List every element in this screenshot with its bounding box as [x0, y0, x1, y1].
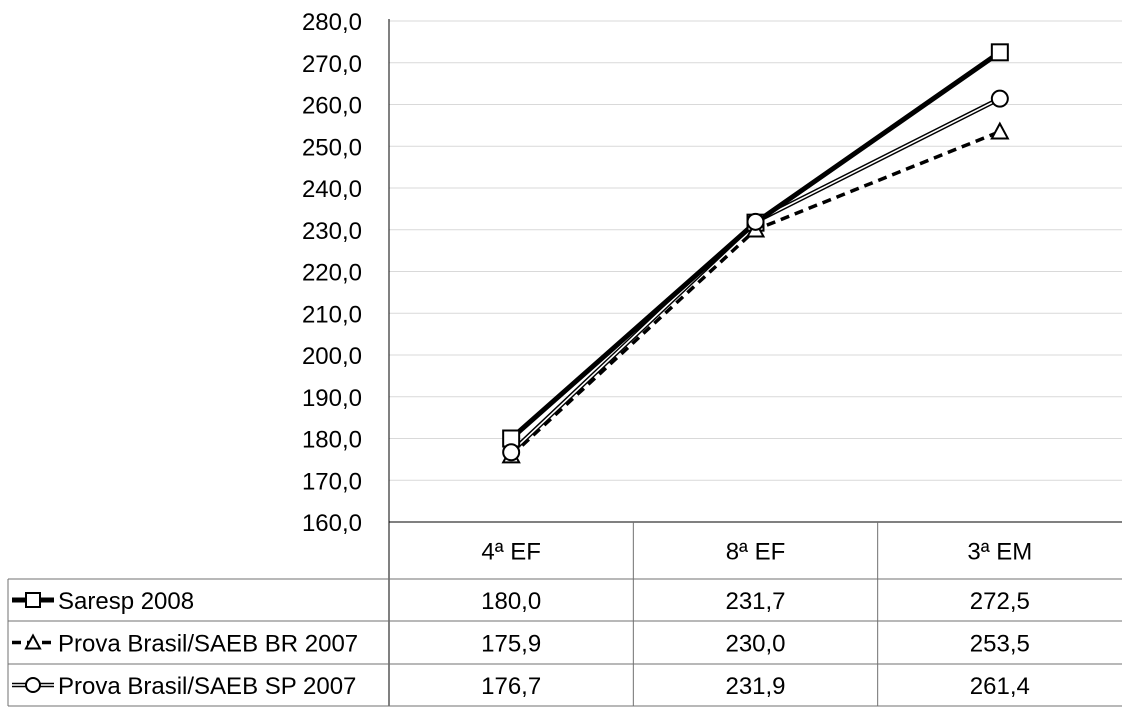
series-line-triangle	[509, 130, 1001, 457]
data-label: 261,4	[970, 673, 1030, 700]
category-label: 4ª EF	[481, 539, 541, 566]
legend-key-marker	[25, 592, 41, 608]
gridlines	[389, 20, 1122, 481]
legend-key-square	[12, 592, 54, 608]
category-label: 8ª EF	[726, 539, 786, 566]
series-name: Saresp 2008	[58, 588, 194, 615]
legend-key-triangle	[12, 633, 54, 650]
series-name: Prova Brasil/SAEB BR 2007	[58, 631, 358, 658]
y-tick-label: 220,0	[302, 260, 362, 287]
y-tick-label: 240,0	[302, 176, 362, 203]
data-point-circle	[990, 89, 1009, 108]
y-tick-labels: 160,0 170,0 180,0 190,0 200,0 210,0 220,0 230,0…	[302, 9, 362, 537]
axes	[388, 19, 1122, 706]
legend-key-marker	[25, 677, 41, 693]
y-tick-label: 270,0	[302, 51, 362, 78]
y-tick-label: 230,0	[302, 218, 362, 245]
y-tick-label: 260,0	[302, 93, 362, 120]
data-point-triangle	[990, 121, 1010, 140]
data-label: 253,5	[970, 631, 1030, 658]
data-table: 4ª EF 8ª EF 3ª EM Saresp 2008 180,0 231,7 272,…	[7, 522, 1122, 707]
data-label: 231,9	[725, 673, 785, 700]
data-label: 231,7	[725, 588, 785, 615]
y-tick-label: 190,0	[302, 385, 362, 412]
category-label: 3ª EM	[967, 539, 1032, 566]
y-tick-label: 180,0	[302, 427, 362, 454]
data-label: 180,0	[481, 588, 541, 615]
data-label: 176,7	[481, 673, 541, 700]
data-label: 230,0	[725, 631, 785, 658]
legend-key-marker	[24, 633, 42, 650]
legend-key-circle	[12, 677, 54, 693]
series-line-circle	[509, 96, 1001, 454]
data-point-circle	[746, 212, 765, 231]
series-name: Prova Brasil/SAEB SP 2007	[58, 673, 356, 700]
data-point-square	[990, 43, 1009, 62]
y-tick-label: 200,0	[302, 343, 362, 370]
series-lines	[501, 43, 1010, 464]
data-label: 175,9	[481, 631, 541, 658]
y-tick-label: 210,0	[302, 301, 362, 328]
data-label: 272,5	[970, 588, 1030, 615]
y-tick-label: 160,0	[302, 510, 362, 537]
y-tick-label: 250,0	[302, 134, 362, 161]
y-tick-label: 170,0	[302, 468, 362, 495]
y-tick-label: 280,0	[302, 9, 362, 36]
data-point-circle	[502, 443, 521, 462]
